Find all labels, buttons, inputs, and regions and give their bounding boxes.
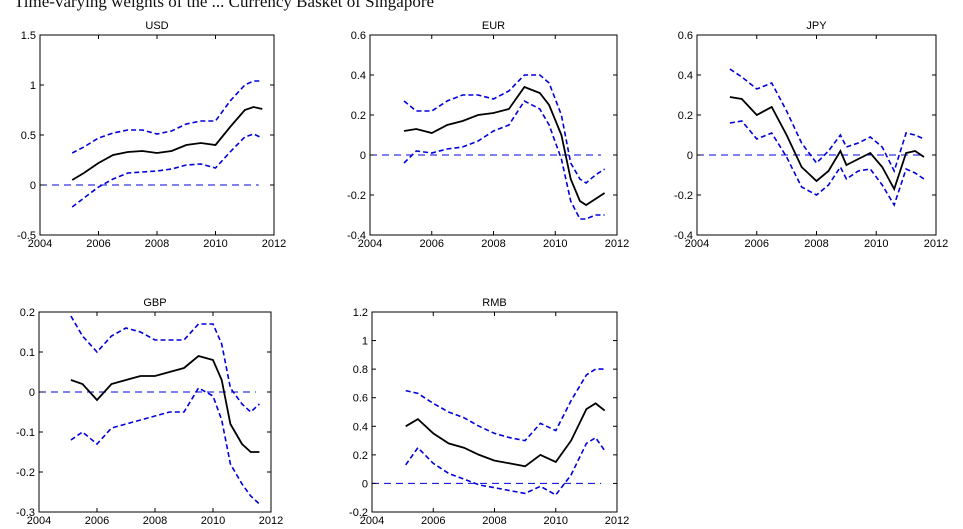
lower-band-line-rmb <box>405 436 606 496</box>
y-tick-label: 0.6 <box>353 393 368 405</box>
y-tick-label: -0.3 <box>16 507 35 519</box>
y-tick-label: 1 <box>362 336 368 348</box>
y-tick-label: -0.2 <box>674 190 693 202</box>
upper-band-line-gbp <box>70 315 260 414</box>
y-tick-label: 0.4 <box>353 421 368 433</box>
panel-usd: USD 2004 2006 2008 2010 2012 -0.5 0 0.5 1 1.5 <box>17 20 286 250</box>
y-tick-label: 0.8 <box>353 364 368 376</box>
panel-gbp: GBP 2004 2006 2008 2010 2012 -0.3 -0.2 -0.1 0 0.1 0… <box>16 297 283 527</box>
x-tick-label: 2010 <box>201 515 225 527</box>
x-tick-label: 2006 <box>421 515 445 527</box>
upper-band-line-eur <box>403 74 606 184</box>
upper-band-line-jpy <box>729 68 925 174</box>
y-tick-label: 0.6 <box>351 30 366 42</box>
x-tick-label: 2012 <box>605 515 629 527</box>
x-tick-label: 2004 <box>358 238 382 250</box>
panel-title-jpy: JPY <box>806 20 827 32</box>
y-tick-label: 0.6 <box>678 30 693 42</box>
y-tick-label: -0.2 <box>16 467 35 479</box>
y-tick-label: -0.4 <box>347 230 366 242</box>
upper-band-line-rmb <box>405 368 605 442</box>
x-tick-label: 2012 <box>924 238 948 250</box>
upper-band-line-usd <box>71 80 263 154</box>
figure-caption: Time-varying weights of the ... Currency… <box>14 0 435 11</box>
x-tick-label: 2012 <box>259 515 283 527</box>
y-tick-label: -0.2 <box>347 190 366 202</box>
x-tick-label: 2004 <box>360 515 384 527</box>
panel-title-rmb: RMB <box>482 297 506 309</box>
x-tick-label: 2008 <box>481 238 505 250</box>
x-tick-label: 2008 <box>143 515 167 527</box>
axes-frame <box>38 311 272 513</box>
y-tick-label: 0 <box>29 387 35 399</box>
y-tick-label: 0 <box>362 478 368 490</box>
panel-jpy: JPY 2004 2006 2008 2010 2012 -0.4 -0.2 0 0.2 0.4 0.… <box>674 20 948 250</box>
x-tick-label: 2006 <box>86 238 110 250</box>
y-tick-label: 0.4 <box>351 70 366 82</box>
y-tick-label: -0.1 <box>16 427 35 439</box>
y-tick-label: -0.2 <box>349 507 368 519</box>
x-tick-label: 2004 <box>685 238 709 250</box>
x-tick-label: 2004 <box>27 515 51 527</box>
panel-title-usd: USD <box>145 20 168 32</box>
lower-band-line-eur <box>403 99 605 220</box>
panel-title-gbp: GBP <box>143 297 166 309</box>
y-tick-label: 0.1 <box>20 347 35 359</box>
y-tick-label: 0 <box>687 150 693 162</box>
x-tick-label: 2008 <box>145 238 169 250</box>
y-tick-label: -0.5 <box>17 230 36 242</box>
estimate-line-eur <box>403 85 606 207</box>
x-tick-label: 2006 <box>745 238 769 250</box>
panel-eur: EUR 2004 2006 2008 2010 2012 -0.4 -0.2 0 0.2 0.4 0.… <box>347 20 629 250</box>
x-tick-label: 2008 <box>804 238 828 250</box>
x-tick-label: 2006 <box>85 515 109 527</box>
y-tick-label: 0 <box>360 150 366 162</box>
y-tick-label: 0.5 <box>21 130 36 142</box>
axes-frame <box>371 311 618 513</box>
y-tick-label: 0.2 <box>20 307 35 319</box>
y-tick-label: 0.2 <box>351 110 366 122</box>
x-tick-label: 2010 <box>543 238 567 250</box>
y-tick-label: 0.4 <box>678 70 693 82</box>
estimate-line-jpy <box>729 96 925 192</box>
x-tick-label: 2008 <box>482 515 506 527</box>
axes-frame <box>696 34 937 236</box>
y-tick-label: 0.2 <box>353 450 368 462</box>
x-tick-label: 2012 <box>605 238 629 250</box>
x-tick-label: 2010 <box>203 238 227 250</box>
estimate-line-rmb <box>405 402 606 468</box>
x-tick-label: 2010 <box>864 238 888 250</box>
lower-band-line-usd <box>71 133 263 208</box>
x-tick-label: 2012 <box>262 238 286 250</box>
y-tick-label: 1 <box>30 80 36 92</box>
panel-title-eur: EUR <box>482 20 505 32</box>
x-tick-label: 2010 <box>544 515 568 527</box>
estimate-line-gbp <box>70 355 260 453</box>
panel-rmb: RMB 2004 2006 2008 2010 2012 -0.2 0 0.2 0.4 0.6 0.8… <box>349 297 629 527</box>
y-tick-label: -0.4 <box>674 230 693 242</box>
y-tick-label: 1.2 <box>353 307 368 319</box>
estimate-line-usd <box>71 106 263 181</box>
lower-band-line-gbp <box>70 386 260 505</box>
axes-frame <box>369 34 618 236</box>
y-tick-label: 1.5 <box>21 30 36 42</box>
lower-band-line-jpy <box>729 120 925 207</box>
x-tick-label: 2006 <box>420 238 444 250</box>
y-tick-label: 0 <box>30 180 36 192</box>
x-tick-label: 2004 <box>28 238 52 250</box>
y-tick-label: 0.2 <box>678 110 693 122</box>
